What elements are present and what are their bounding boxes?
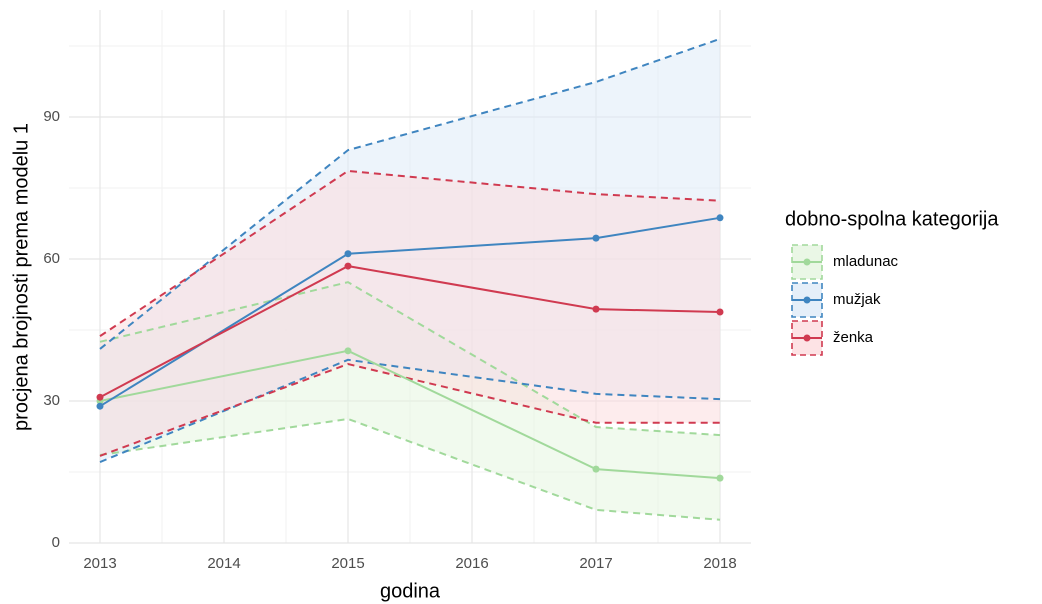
x-tick-label: 2013	[83, 555, 116, 572]
series-line	[99, 216, 721, 408]
x-tick-label: 2015	[331, 555, 364, 572]
bound-line	[99, 281, 721, 437]
bound-line	[99, 363, 720, 457]
x-tick-label: 2016	[455, 555, 488, 572]
y-tick-label: 30	[43, 392, 60, 409]
point	[592, 234, 600, 242]
x-tick-label: 2014	[207, 555, 240, 572]
ribbon	[100, 170, 720, 456]
legend-label: mužjak	[833, 291, 881, 308]
legend-title: dobno-spolna kategorija	[785, 208, 999, 230]
y-tick-label: 60	[43, 250, 60, 267]
bound-line	[99, 417, 721, 521]
point	[716, 474, 724, 482]
lines	[96, 37, 724, 521]
point	[592, 305, 600, 313]
legend-dot	[803, 334, 811, 342]
legend-dot	[803, 258, 811, 266]
legend-label: ženka	[833, 329, 874, 346]
series-line	[99, 349, 721, 480]
point	[96, 402, 104, 410]
point	[716, 214, 724, 222]
point	[344, 262, 352, 270]
x-tick-label: 2018	[703, 555, 736, 572]
bound-line	[99, 358, 721, 463]
point	[592, 465, 600, 473]
bound-line	[99, 169, 721, 337]
point	[716, 308, 724, 316]
y-axis-title: procjena brojnosti prema modelu 1	[10, 123, 32, 431]
series-line	[99, 265, 721, 399]
point	[96, 393, 104, 401]
legend-label: mladunac	[833, 253, 899, 270]
point	[344, 250, 352, 258]
bound-line	[99, 37, 721, 350]
y-tick-label: 90	[43, 108, 60, 125]
legend-dot	[803, 296, 811, 304]
x-tick-label: 2017	[579, 555, 612, 572]
y-tick-label: 0	[52, 534, 60, 551]
x-axis-title: godina	[380, 580, 441, 602]
point	[344, 347, 352, 355]
